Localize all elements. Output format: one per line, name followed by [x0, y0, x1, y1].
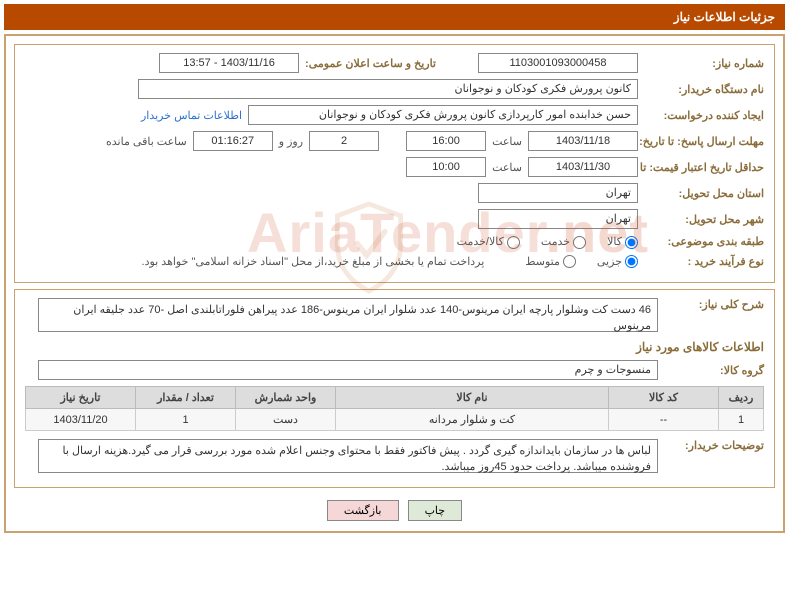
label-days-and: روز و — [279, 135, 303, 148]
radio-partial[interactable] — [625, 255, 638, 268]
cell-unit: دست — [236, 409, 336, 431]
page-title: جزئیات اطلاعات نیاز — [674, 10, 775, 24]
th-row: ردیف — [719, 387, 764, 409]
th-date: تاریخ نیاز — [26, 387, 136, 409]
radio-medium-label: متوسط — [525, 255, 576, 269]
field-validity-date: 1403/11/30 — [528, 157, 638, 177]
outer-frame: شماره نیاز: 1103001093000458 تاریخ و ساع… — [4, 34, 785, 533]
label-hour-1: ساعت — [492, 135, 522, 148]
print-button[interactable]: چاپ — [408, 500, 463, 521]
page-header: جزئیات اطلاعات نیاز — [4, 4, 785, 30]
th-code: کد کالا — [609, 387, 719, 409]
label-process: نوع فرآیند خرید : — [644, 255, 764, 268]
field-requester: حسن خدابنده امور کارپردازی کانون پرورش ف… — [248, 105, 638, 125]
cell-code: -- — [609, 409, 719, 431]
section-goods-info: اطلاعات کالاهای مورد نیاز — [25, 340, 764, 354]
field-buyer-org: کانون پرورش فکری کودکان و نوجوانان — [138, 79, 638, 99]
label-deadline: مهلت ارسال پاسخ: تا تاریخ: — [644, 135, 764, 148]
radio-goods-service[interactable] — [507, 236, 520, 249]
form-panel: شماره نیاز: 1103001093000458 تاریخ و ساع… — [14, 44, 775, 283]
back-button[interactable]: بازگشت — [327, 500, 399, 521]
field-buyer-note: لباس ها در سازمان بایداندازه گیری گردد .… — [38, 439, 658, 473]
radio-goods[interactable] — [625, 236, 638, 249]
label-need-no: شماره نیاز: — [644, 57, 764, 70]
field-desc: 46 دست کت وشلوار پارچه ایران مرینوس-140 … — [38, 298, 658, 332]
radio-partial-label: جزیی — [597, 255, 638, 269]
field-time-left: 01:16:27 — [193, 131, 273, 151]
radio-medium[interactable] — [563, 255, 576, 268]
label-category: طبقه بندی موضوعی: — [644, 235, 764, 248]
field-city: تهران — [478, 209, 638, 229]
label-remaining: ساعت باقی مانده — [106, 135, 187, 148]
cell-idx: 1 — [719, 409, 764, 431]
field-validity-time: 10:00 — [406, 157, 486, 177]
pay-note: پرداخت تمام یا بخشی از مبلغ خرید،از محل … — [142, 255, 485, 268]
th-unit: واحد شمارش — [236, 387, 336, 409]
field-days-left: 2 — [309, 131, 379, 151]
table-row: 1 -- کت و شلوار مردانه دست 1 1403/11/20 — [26, 409, 764, 431]
label-city: شهر محل تحویل: — [644, 213, 764, 226]
field-deadline-time: 16:00 — [406, 131, 486, 151]
label-announce: تاریخ و ساعت اعلان عمومی: — [305, 57, 436, 70]
label-requester: ایجاد کننده درخواست: — [644, 109, 764, 122]
label-buyer-org: نام دستگاه خریدار: — [644, 83, 764, 96]
radio-service-label: خدمت — [541, 235, 586, 249]
th-name: نام کالا — [336, 387, 609, 409]
details-panel: شرح کلی نیاز: 46 دست کت وشلوار پارچه ایر… — [14, 289, 775, 488]
label-group: گروه کالا: — [664, 364, 764, 377]
field-province: تهران — [478, 183, 638, 203]
label-buyer-note: توضیحات خریدار: — [664, 439, 764, 452]
cell-qty: 1 — [136, 409, 236, 431]
radio-service[interactable] — [573, 236, 586, 249]
radio-goods-label: کالا — [607, 235, 638, 249]
label-province: استان محل تحویل: — [644, 187, 764, 200]
label-desc: شرح کلی نیاز: — [664, 298, 764, 311]
goods-table: ردیف کد کالا نام کالا واحد شمارش تعداد /… — [25, 386, 764, 431]
cell-name: کت و شلوار مردانه — [336, 409, 609, 431]
radio-goods-service-label: کالا/خدمت — [457, 235, 520, 249]
label-hour-2: ساعت — [492, 161, 522, 174]
field-group: منسوجات و چرم — [38, 360, 658, 380]
field-deadline-date: 1403/11/18 — [528, 131, 638, 151]
link-buyer-contact[interactable]: اطلاعات تماس خریدار — [141, 109, 242, 122]
th-qty: تعداد / مقدار — [136, 387, 236, 409]
label-validity: حداقل تاریخ اعتبار قیمت: تا تاریخ: — [644, 161, 764, 174]
button-row: چاپ بازگشت — [14, 494, 775, 523]
cell-date: 1403/11/20 — [26, 409, 136, 431]
field-announce: 1403/11/16 - 13:57 — [159, 53, 299, 73]
field-need-no: 1103001093000458 — [478, 53, 638, 73]
